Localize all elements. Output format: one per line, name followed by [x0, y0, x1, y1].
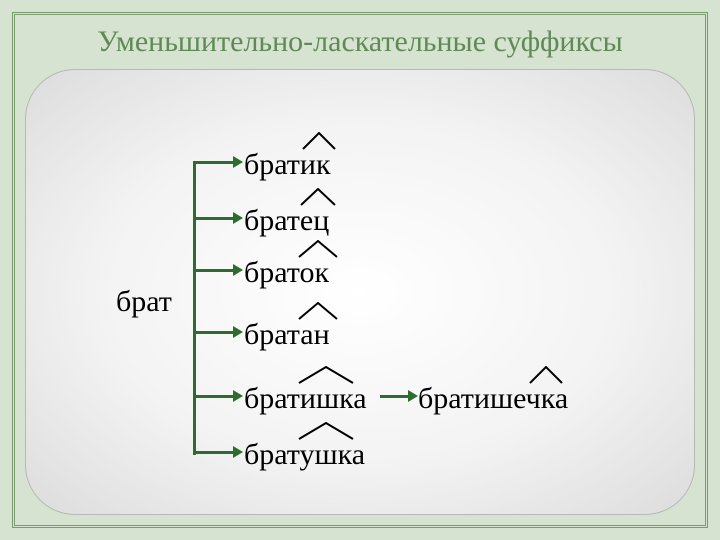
second-arrow: [380, 395, 408, 398]
derived-word-4: братишка: [244, 382, 367, 416]
slide-title: Уменьшительно-ласкательные суффиксы: [25, 25, 695, 59]
branch-arrow-4: [193, 395, 234, 398]
derived-word-0: братик: [244, 148, 331, 182]
derived-word-2: браток: [244, 256, 329, 290]
derived-word-1: братец: [244, 204, 329, 238]
derived-word-5: братушка: [244, 438, 365, 472]
second-arrow-head-icon: [408, 390, 418, 402]
branch-arrow-4-head-icon: [233, 390, 243, 402]
diagram-panel: брат братик братец браток братан братишка брат…: [25, 69, 695, 515]
root-word: брат: [116, 285, 172, 319]
second-derived-word: братишечка: [418, 382, 568, 416]
branch-arrow-1-head-icon: [233, 212, 243, 224]
slide-frame: Уменьшительно-ласкательные суффиксы брат…: [12, 12, 708, 528]
branch-arrow-3-head-icon: [233, 326, 243, 338]
branch-arrow-5: [193, 451, 234, 454]
branch-arrow-2-head-icon: [233, 264, 243, 276]
branch-arrow-5-head-icon: [233, 446, 243, 458]
branch-arrow-2: [193, 269, 234, 272]
derived-word-3: братан: [244, 318, 330, 352]
branch-arrow-0-head-icon: [233, 156, 243, 168]
trunk-line: [193, 162, 196, 455]
branch-arrow-0: [193, 161, 234, 164]
branch-arrow-3: [193, 331, 234, 334]
slide-root: Уменьшительно-ласкательные суффиксы брат…: [0, 0, 720, 540]
branch-arrow-1: [193, 217, 234, 220]
